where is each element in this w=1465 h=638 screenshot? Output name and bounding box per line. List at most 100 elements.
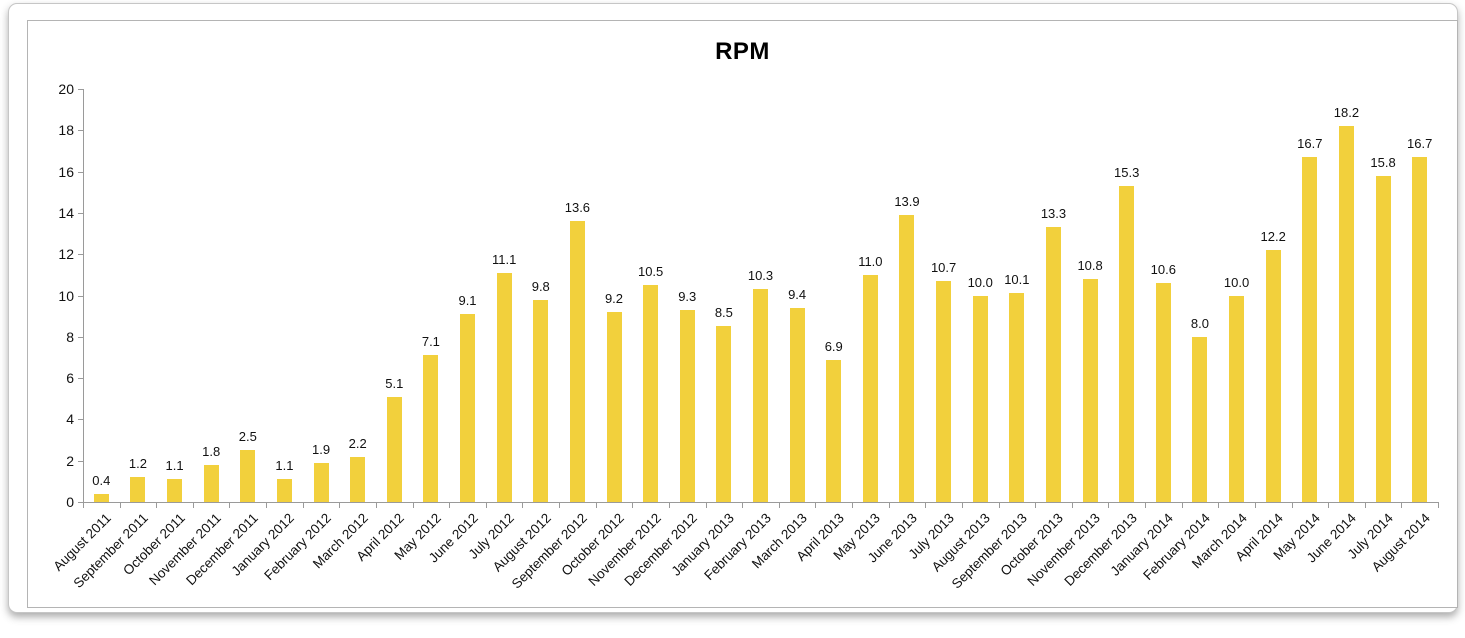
- x-axis-line: [83, 502, 1439, 503]
- bar-value-label: 10.1: [1004, 272, 1030, 288]
- bar-value-label: 6.9: [824, 338, 843, 354]
- bar: [1192, 336, 1208, 502]
- bar: [1045, 227, 1061, 502]
- x-axis-tick: [83, 503, 84, 508]
- bar-value-label: 18.2: [1333, 105, 1360, 121]
- x-axis-tick: [1328, 503, 1330, 508]
- bar-value-label: 9.8: [531, 278, 550, 294]
- x-axis-tick: [1291, 503, 1293, 508]
- x-axis-tick: [485, 503, 487, 508]
- x-axis-tick: [1218, 503, 1220, 508]
- y-axis-tick: [78, 460, 83, 462]
- y-axis-tick: [78, 336, 83, 338]
- y-axis-tick: [78, 89, 83, 90]
- bar-value-label: 10.5: [637, 264, 664, 280]
- bar: [826, 359, 842, 502]
- y-axis-tick-label: 14: [58, 204, 74, 221]
- bar: [313, 462, 329, 502]
- bar: [240, 450, 256, 502]
- bar: [130, 477, 146, 502]
- x-axis-tick: [852, 503, 854, 508]
- x-axis-tick: [632, 503, 634, 508]
- y-axis-tick: [78, 212, 83, 214]
- bar: [1412, 157, 1428, 502]
- bar-value-label: 16.7: [1297, 136, 1323, 152]
- y-axis-tick: [78, 502, 83, 503]
- x-axis-tick: [266, 503, 268, 508]
- bar: [1302, 157, 1318, 502]
- bar: [753, 289, 768, 502]
- x-axis-tick: [1035, 503, 1037, 508]
- bar: [606, 312, 622, 502]
- x-axis-tick: [302, 503, 304, 508]
- bar: [716, 326, 732, 502]
- bar-chart: RPM 0 2 4 6 8 10 12 14 16 18 20 0.4 August 2011 1.2 Se…: [27, 20, 1458, 608]
- y-axis-tick: [78, 130, 83, 132]
- bar-value-label: 12.2: [1260, 229, 1286, 245]
- bar-value-label: 16.7: [1407, 136, 1433, 152]
- x-axis-tick: [229, 503, 231, 508]
- bar: [1155, 283, 1171, 502]
- bar: [899, 214, 915, 502]
- x-axis-tick: [1401, 503, 1403, 508]
- x-axis-tick: [192, 503, 194, 508]
- bar-value-label: 11.0: [858, 253, 883, 269]
- bar-value-label: 10.6: [1150, 262, 1176, 278]
- bar-value-label: 7.1: [421, 334, 440, 350]
- bar: [972, 295, 988, 502]
- y-axis-tick: [78, 419, 83, 421]
- bar-value-label: 1.9: [311, 441, 331, 457]
- x-axis-tick: [961, 503, 963, 508]
- x-axis-tick: [1108, 503, 1110, 508]
- bar: [496, 272, 512, 502]
- x-axis-tick: [339, 503, 341, 508]
- bar: [679, 309, 695, 502]
- bar-value-label: 2.2: [348, 435, 367, 451]
- bar: [1009, 293, 1025, 502]
- x-axis-tick: [1181, 503, 1183, 508]
- x-axis-tick: [559, 503, 561, 508]
- y-axis-tick-label: 18: [58, 122, 74, 139]
- bar-value-label: 9.3: [678, 288, 697, 304]
- x-axis-tick: [375, 503, 377, 508]
- bar-value-label: 8.5: [714, 305, 733, 321]
- x-axis-tick: [1145, 503, 1147, 508]
- screenshot-frame: RPM 0 2 4 6 8 10 12 14 16 18 20 0.4 August 2011 1.2 Se…: [8, 3, 1458, 613]
- y-axis-tick-label: 20: [58, 81, 74, 97]
- x-axis-tick: [778, 503, 780, 508]
- bar: [93, 493, 109, 502]
- y-axis-line: [83, 89, 84, 502]
- bar: [460, 314, 476, 502]
- bar: [569, 221, 585, 502]
- x-axis-tick: [595, 503, 597, 508]
- bar-value-label: 10.0: [967, 274, 993, 290]
- bar: [167, 479, 183, 502]
- bar-value-label: 9.4: [788, 286, 807, 302]
- bar-value-label: 10.7: [930, 260, 957, 276]
- x-axis-tick: [412, 503, 414, 508]
- bar-value-label: 1.8: [202, 443, 221, 459]
- y-axis-tick: [78, 254, 83, 256]
- y-axis-tick-label: 8: [66, 328, 74, 345]
- bar: [423, 355, 439, 502]
- y-axis-tick-label: 2: [66, 452, 74, 469]
- bar: [1119, 186, 1135, 502]
- bar-value-label: 13.9: [894, 193, 920, 209]
- bar-value-label: 15.8: [1370, 154, 1396, 170]
- x-axis-tick: [705, 503, 707, 508]
- bar: [533, 299, 549, 502]
- y-axis-tick-label: 0: [66, 494, 74, 510]
- x-axis-tick: [522, 503, 524, 508]
- y-axis-tick-label: 12: [58, 246, 74, 263]
- bar-value-label: 1.1: [165, 458, 184, 474]
- bar: [276, 479, 292, 502]
- bar-value-label: 10.3: [747, 268, 774, 284]
- bar-value-label: 1.1: [275, 458, 294, 474]
- bar: [203, 464, 219, 502]
- plot-canvas: 0 2 4 6 8 10 12 14 16 18 20 0.4 August 2011 1.2 Septem…: [28, 21, 1457, 607]
- x-axis-tick: [668, 503, 670, 508]
- bar: [1265, 250, 1281, 502]
- bar: [1375, 175, 1391, 502]
- y-axis-tick: [78, 171, 83, 173]
